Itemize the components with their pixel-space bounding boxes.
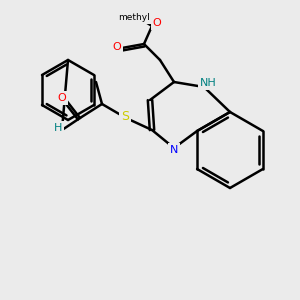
Text: N: N	[170, 145, 178, 155]
Text: methyl: methyl	[118, 14, 150, 22]
Text: O: O	[153, 18, 161, 28]
Text: O: O	[112, 42, 122, 52]
Text: O: O	[58, 93, 66, 103]
Text: NH: NH	[200, 78, 216, 88]
Text: S: S	[121, 110, 129, 124]
Text: H: H	[54, 123, 62, 133]
